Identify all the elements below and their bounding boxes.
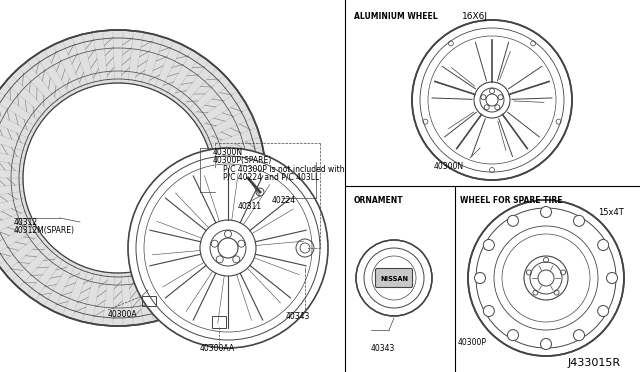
Text: NISSAN: NISSAN [380,276,408,282]
Text: 40312: 40312 [14,218,38,227]
Circle shape [468,200,624,356]
Bar [142,296,156,306]
Text: 40312M(SPARE): 40312M(SPARE) [14,226,75,235]
Circle shape [24,84,212,272]
Text: 40224: 40224 [272,196,296,205]
Text: 40343: 40343 [371,344,396,353]
Circle shape [541,206,552,218]
Text: 40300P(SPARE): 40300P(SPARE) [213,156,272,165]
Circle shape [148,168,308,328]
Circle shape [412,20,572,180]
Text: P/C 40224 and P/C 403LL: P/C 40224 and P/C 403LL [223,172,319,181]
Circle shape [356,240,432,316]
Circle shape [598,305,609,317]
Circle shape [483,240,494,250]
Text: 15x4T: 15x4T [598,208,624,217]
Bar [212,316,226,328]
Circle shape [541,339,552,350]
Text: ORNAMENT: ORNAMENT [354,196,404,205]
Circle shape [607,273,618,283]
Text: 40300AA: 40300AA [200,344,235,353]
Text: J433015R: J433015R [568,358,621,368]
Circle shape [508,330,518,341]
Text: 40300A: 40300A [108,310,138,319]
Circle shape [474,273,486,283]
Text: P/C 40300P is not included with: P/C 40300P is not included with [223,164,344,173]
Text: 40300N: 40300N [213,148,243,157]
Text: 40311: 40311 [238,202,262,211]
Circle shape [573,215,584,226]
Text: 16X6J: 16X6J [462,12,488,21]
Text: 40300N: 40300N [434,162,464,171]
Text: 40343: 40343 [286,312,310,321]
Circle shape [23,83,213,273]
Text: WHEEL FOR SPARE TIRE: WHEEL FOR SPARE TIRE [460,196,563,205]
Circle shape [128,148,328,348]
FancyBboxPatch shape [376,269,413,288]
Text: 40300P: 40300P [458,338,487,347]
Circle shape [483,305,494,317]
Circle shape [508,215,518,226]
Circle shape [598,240,609,250]
Circle shape [0,30,266,326]
Text: ALUMINIUM WHEEL: ALUMINIUM WHEEL [354,12,438,21]
Circle shape [573,330,584,341]
